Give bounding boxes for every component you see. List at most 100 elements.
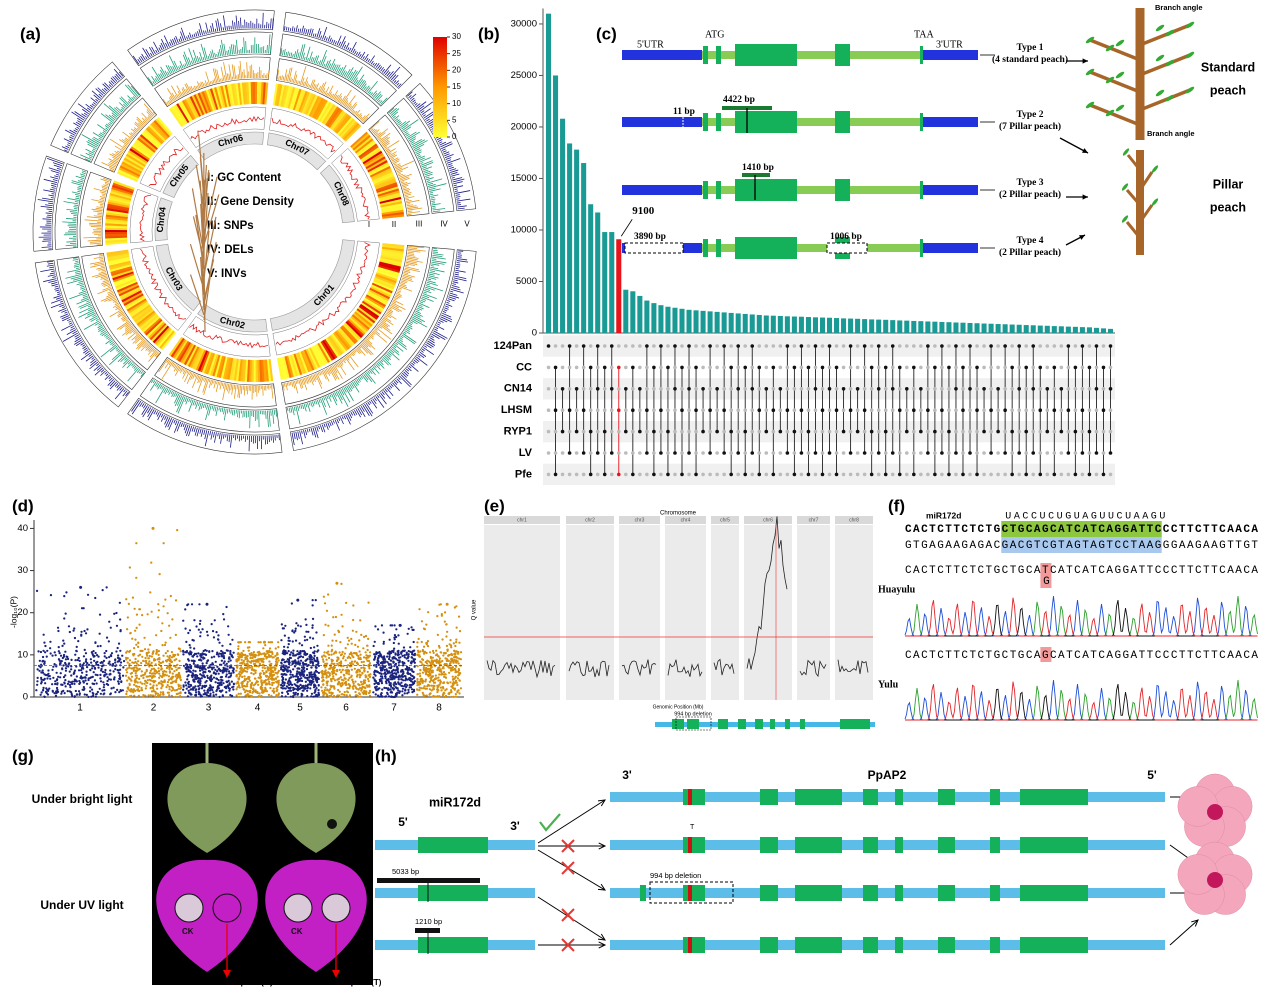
- exon: [895, 885, 903, 901]
- exon: [990, 837, 1000, 853]
- density-cell: [338, 118, 355, 137]
- density-cell: [135, 308, 154, 325]
- mirna-gene: [418, 937, 488, 953]
- exon: [640, 885, 646, 901]
- utr: [923, 117, 978, 127]
- density-cell: [381, 248, 404, 254]
- leaf: [1085, 101, 1095, 109]
- density-cell: [130, 302, 150, 318]
- set-dot: [890, 387, 895, 391]
- bar: [925, 321, 931, 333]
- density-cell: [332, 112, 349, 132]
- set-dot: [792, 387, 797, 391]
- set-dot: [595, 408, 600, 413]
- density-cell: [378, 265, 400, 274]
- set-dot: [652, 387, 656, 391]
- bar: [1107, 328, 1114, 333]
- type-label: Type 2: [1016, 110, 1043, 120]
- set-dot: [609, 344, 614, 348]
- spot: [327, 819, 337, 829]
- set-dot: [574, 365, 579, 370]
- density-cell: [214, 87, 223, 109]
- exon: [683, 885, 705, 901]
- set-dot: [1024, 365, 1029, 370]
- exon: [703, 46, 708, 64]
- set-dot: [652, 429, 656, 434]
- density-cell: [105, 235, 128, 239]
- set-dot: [855, 387, 860, 391]
- density-cell: [364, 296, 385, 310]
- set-dot: [778, 344, 783, 348]
- set-dot: [1031, 387, 1036, 391]
- density-cell: [375, 274, 397, 284]
- density-cell: [147, 125, 165, 143]
- density-cell: [289, 354, 299, 377]
- deletion-label: 994 bp deletion: [674, 711, 712, 717]
- density-cell: [108, 258, 131, 266]
- bar: [1079, 327, 1085, 333]
- snp-points: [415, 603, 463, 699]
- utr: [923, 185, 978, 195]
- set-dot: [869, 429, 874, 434]
- bar: [791, 316, 797, 333]
- set-dot: [1108, 408, 1113, 413]
- set-dot: [722, 344, 726, 348]
- infiltration: [212, 893, 242, 923]
- density-cell: [106, 212, 129, 218]
- density-cell: [170, 106, 185, 127]
- variant-bars: [132, 12, 274, 65]
- leaf: [1105, 44, 1115, 52]
- set-dot: [827, 429, 832, 434]
- set-dot: [1087, 387, 1092, 391]
- set-dot: [659, 472, 663, 477]
- density-cell: [328, 108, 343, 129]
- set-dot: [890, 408, 895, 413]
- arrow: [537, 799, 606, 844]
- set-dot: [645, 365, 649, 370]
- track-frame: [275, 58, 380, 125]
- arrow-head: [598, 842, 607, 850]
- exon: [703, 239, 708, 257]
- density-cell: [310, 96, 323, 118]
- set-dot: [897, 344, 902, 348]
- leaf-uv: [265, 859, 367, 972]
- set-dot: [1108, 429, 1113, 434]
- density-cell: [146, 320, 164, 338]
- exon: [735, 237, 797, 259]
- set-dot: [616, 365, 621, 370]
- cross: [561, 861, 575, 875]
- density-cell: [325, 106, 340, 127]
- set-dot: [968, 429, 972, 434]
- density-cell: [170, 337, 185, 358]
- density-cell: [237, 359, 243, 382]
- set-dot: [1017, 408, 1021, 413]
- bar: [763, 315, 769, 333]
- infiltration: [174, 893, 204, 923]
- set-dot: [1087, 429, 1092, 434]
- density-cell: [289, 87, 298, 110]
- exon: [895, 789, 903, 805]
- set-dot: [694, 408, 698, 413]
- set-dot: [666, 408, 670, 413]
- density-cell: [109, 264, 132, 273]
- chr-band: [197, 131, 265, 161]
- density-cell: [358, 305, 378, 321]
- density-cell: [373, 279, 395, 290]
- variant-bars: [369, 121, 423, 215]
- density-cell: [220, 85, 228, 108]
- density-cell: [291, 88, 300, 110]
- set-dot: [883, 387, 888, 391]
- variant-bars: [147, 34, 272, 86]
- set-dot: [926, 344, 930, 348]
- annotation: Branch angle: [1147, 129, 1195, 138]
- set-dot: [827, 387, 832, 391]
- exon: [683, 789, 705, 805]
- leaf: [1115, 71, 1125, 79]
- density-cell: [107, 201, 130, 208]
- set-dot: [1066, 472, 1071, 477]
- row-label: Under UV light: [40, 898, 123, 912]
- set-dot: [1073, 472, 1078, 477]
- set-dot: [1045, 408, 1050, 413]
- bar: [960, 322, 966, 333]
- density-cell: [356, 308, 376, 324]
